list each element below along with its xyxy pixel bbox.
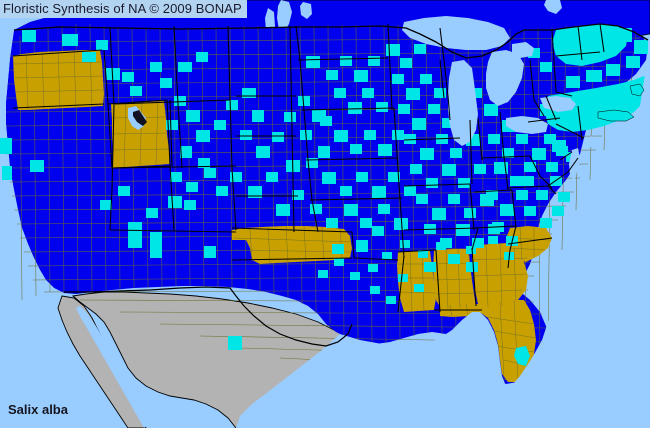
state-oklahoma [232, 226, 352, 264]
georgian-bay [512, 42, 534, 58]
canada-inlet-east [544, 0, 562, 14]
long-island [597, 109, 635, 122]
gulf-of-mexico [236, 312, 506, 428]
gulf-of-california [76, 306, 150, 428]
lake-of-woods [300, 2, 312, 19]
salt-lake-detail [133, 110, 147, 126]
gold-noxious-states [13, 50, 552, 382]
chesapeake-bay [569, 148, 580, 180]
lake-superior [402, 16, 510, 50]
state-south-carolina [507, 226, 552, 262]
atlantic-coast-cut [470, 40, 650, 428]
cape-cod [629, 83, 645, 97]
canada-us-border [13, 23, 649, 59]
species-name-label: Salix alba [8, 402, 68, 418]
us-mexico-border [64, 286, 353, 347]
pacific-coast-cut [0, 24, 64, 296]
state-oregon [13, 50, 104, 110]
map-title-bar: Floristic Synthesis of NA © 2009 BONAP [0, 0, 247, 18]
lake-huron [486, 50, 524, 106]
delaware-bay [583, 136, 594, 150]
map-title-text: Floristic Synthesis of NA © 2009 BONAP [3, 1, 242, 16]
lake-ontario [540, 96, 576, 112]
great-lakes [402, 16, 576, 146]
state-boundaries [12, 23, 605, 313]
species-name-text: Salix alba [8, 402, 68, 417]
lake-winnipeg [277, 0, 292, 32]
